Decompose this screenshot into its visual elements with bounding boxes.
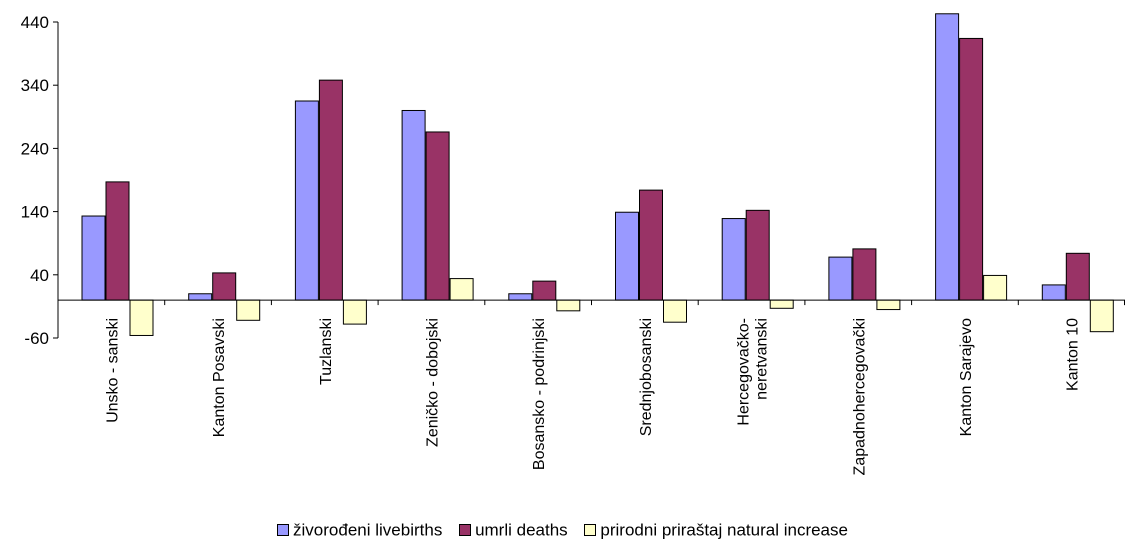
x-category-label: Unsko - sanski xyxy=(104,318,121,423)
y-tick-label: 140 xyxy=(21,203,49,222)
x-category-label: Hercegovačko-neretvanski xyxy=(736,318,771,426)
bar-livebirths xyxy=(81,215,106,301)
bar-livebirths xyxy=(188,293,213,301)
y-tick-label: 40 xyxy=(30,266,49,285)
bar-natural-increase xyxy=(876,299,901,311)
bar-livebirths xyxy=(721,218,746,301)
bar-natural-increase xyxy=(129,299,154,336)
bar-deaths xyxy=(318,79,343,301)
x-category-label: Kanton 10 xyxy=(1065,318,1082,391)
bar-deaths xyxy=(852,248,877,301)
bar-deaths xyxy=(425,131,450,301)
x-category-label: Zeničko - dobojski xyxy=(424,318,441,447)
bar-deaths xyxy=(532,280,557,301)
bar-livebirths xyxy=(615,211,639,301)
y-tick-label: 340 xyxy=(21,76,49,95)
bar-livebirths xyxy=(1041,284,1066,301)
bar-deaths xyxy=(745,209,770,301)
legend-swatch-livebirths xyxy=(277,523,290,536)
y-tick-label: -60 xyxy=(24,329,49,348)
legend-item-livebirths: živorođeni livebirths xyxy=(277,520,442,541)
legend-item-natural-increase: prirodni priraštaj natural increase xyxy=(584,520,848,541)
x-axis: Unsko - sanski Kanton Posavski Tuzlanski Ze… xyxy=(57,299,1125,475)
legend-item-deaths: umrli deaths xyxy=(459,520,568,541)
bar-natural-increase xyxy=(556,299,581,312)
bar-natural-increase xyxy=(236,299,261,321)
bar-natural-increase xyxy=(1089,299,1114,333)
bar-livebirths xyxy=(401,109,426,301)
legend-label-deaths: umrli deaths xyxy=(475,520,568,540)
bar-natural-increase xyxy=(449,278,474,301)
bar-deaths xyxy=(212,272,237,301)
x-category-label: Zapadnohercegovački xyxy=(851,318,868,475)
x-category-label: Srednjobosanski xyxy=(638,318,655,436)
legend-label-livebirths: živorođeni livebirths xyxy=(293,520,443,540)
bars xyxy=(81,13,1114,336)
bar-natural-increase xyxy=(983,274,1008,301)
x-category-label: Bosansko - podrinjski xyxy=(531,318,548,470)
bar-deaths xyxy=(105,181,130,301)
x-category-label: Tuzlanski xyxy=(318,318,335,385)
legend-label-natural-increase: prirodni priraštaj natural increase xyxy=(600,520,848,540)
y-axis: 440 340 240 140 40 -60 xyxy=(21,13,59,348)
x-category-label: Kanton Sarajevo xyxy=(958,318,975,436)
bar-livebirths xyxy=(828,256,853,301)
legend-swatch-natural-increase xyxy=(584,523,597,536)
bar-natural-increase xyxy=(769,299,794,309)
x-category-label: Kanton Posavski xyxy=(211,318,228,437)
legend-swatch-deaths xyxy=(459,523,472,536)
y-tick-label: 440 xyxy=(21,13,49,32)
bar-chart: 440 340 240 140 40 -60 Unsko - sanski Kanton P… xyxy=(21,13,1125,475)
bar-deaths xyxy=(639,189,663,301)
bar-livebirths xyxy=(935,13,960,301)
bar-deaths xyxy=(1065,252,1090,301)
legend: živorođeni livebirths umrli deaths priro… xyxy=(0,520,1125,542)
bar-livebirths xyxy=(508,293,533,301)
bar-natural-increase xyxy=(663,299,687,323)
y-tick-label: 240 xyxy=(21,139,49,158)
bar-deaths xyxy=(959,37,984,301)
bar-natural-increase xyxy=(342,299,367,325)
bar-livebirths xyxy=(294,100,319,301)
